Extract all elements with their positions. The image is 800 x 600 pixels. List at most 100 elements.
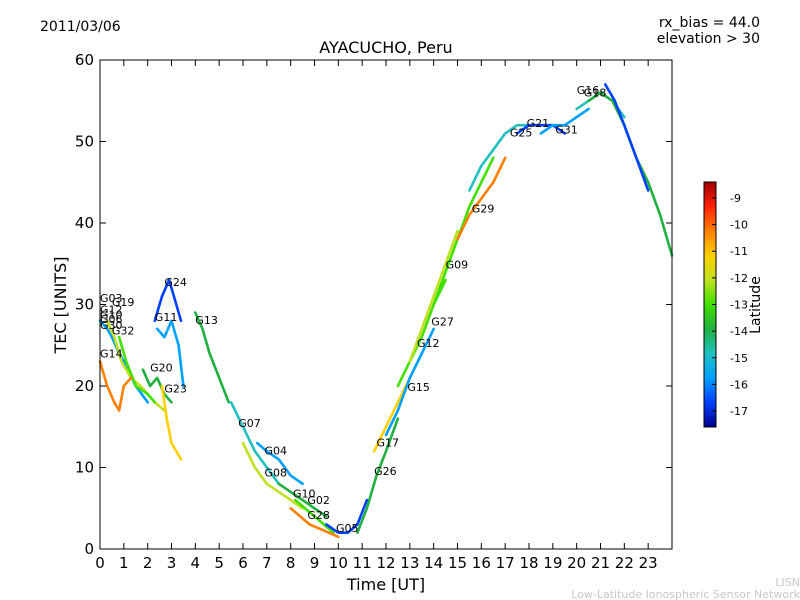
sat-label: G31 bbox=[555, 123, 578, 136]
series-G07 bbox=[229, 400, 281, 486]
series-line bbox=[603, 83, 650, 192]
series-G24 bbox=[153, 278, 183, 323]
series-line bbox=[432, 156, 495, 306]
y-tick-label: 30 bbox=[75, 296, 94, 314]
watermark-subtitle: Low-Latitude Ionospheric Sensor Network bbox=[571, 588, 800, 600]
series-line bbox=[356, 417, 400, 535]
sat-label: G24 bbox=[164, 276, 187, 289]
x-tick-label: 10 bbox=[329, 554, 348, 572]
sat-label: G14 bbox=[100, 348, 123, 361]
series-line bbox=[515, 123, 567, 135]
series-line bbox=[325, 498, 369, 535]
series-G23 bbox=[160, 384, 183, 461]
series-G28 bbox=[289, 506, 340, 539]
series-line bbox=[98, 360, 133, 412]
sat-label: G16 bbox=[577, 84, 600, 97]
series-G21 bbox=[515, 123, 567, 135]
y-tick-label: 10 bbox=[75, 459, 94, 477]
sat-label: G30 bbox=[100, 319, 123, 332]
colorbar-tick-label: -16 bbox=[730, 378, 748, 391]
series-G31 bbox=[539, 107, 590, 135]
sat-label: G23 bbox=[164, 383, 187, 396]
series-G26 bbox=[356, 417, 400, 535]
rx-bias-label: rx_bias = 44.0 bbox=[659, 15, 760, 31]
sat-label: G12 bbox=[100, 304, 123, 317]
sat-label: G26 bbox=[374, 465, 397, 478]
series-line bbox=[255, 441, 304, 486]
series-G04 bbox=[255, 441, 304, 486]
x-tick-label: 9 bbox=[310, 554, 320, 572]
x-axis: 0 1 2 3 4 5 6 7 8 9 10 11 12 13 14 15 16 17 18 19 20 21 22 23 bbox=[95, 60, 658, 572]
series-G13 bbox=[194, 311, 230, 404]
sat-label: G20 bbox=[150, 361, 173, 374]
series-line bbox=[155, 319, 185, 388]
colorbar-tick-label: -17 bbox=[730, 405, 748, 418]
colorbar-tick-label: -11 bbox=[730, 245, 748, 258]
series-G32 bbox=[117, 335, 157, 404]
series-line bbox=[456, 156, 507, 241]
x-tick-label: 22 bbox=[615, 554, 634, 572]
series-G20 bbox=[141, 368, 173, 404]
series-G29 bbox=[456, 156, 507, 241]
x-tick-label: 8 bbox=[286, 554, 296, 572]
colorbar-tick-label: -15 bbox=[730, 352, 748, 365]
x-tick-label: 12 bbox=[376, 554, 395, 572]
sat-label: G25 bbox=[510, 127, 533, 140]
data-layer bbox=[98, 83, 674, 539]
sat-label: G02 bbox=[307, 494, 330, 507]
series-G08 bbox=[241, 441, 304, 510]
sat-label: G09 bbox=[446, 259, 469, 272]
series-G17 bbox=[372, 376, 412, 453]
series-line bbox=[229, 400, 281, 486]
x-tick-label: 20 bbox=[567, 554, 586, 572]
series-line bbox=[194, 311, 230, 404]
series-line bbox=[117, 335, 157, 404]
x-tick-label: 15 bbox=[448, 554, 467, 572]
sat-label: G08 bbox=[265, 467, 288, 480]
y-tick-label: 0 bbox=[84, 540, 94, 558]
x-tick-label: 7 bbox=[262, 554, 272, 572]
x-tick-label: 21 bbox=[591, 554, 610, 572]
series-G15 bbox=[384, 327, 436, 437]
series-line bbox=[539, 107, 590, 135]
series-line bbox=[277, 482, 328, 518]
series-G09 bbox=[432, 156, 495, 306]
sat-label: G32 bbox=[112, 325, 135, 338]
series-G22 bbox=[603, 83, 650, 192]
colorbar-tick-label: -14 bbox=[730, 325, 748, 338]
x-tick-label: 23 bbox=[639, 554, 658, 572]
x-tick-label: 4 bbox=[191, 554, 201, 572]
x-tick-label: 11 bbox=[353, 554, 372, 572]
sat-label: G13 bbox=[195, 314, 218, 327]
sat-label: G12 bbox=[417, 337, 440, 350]
x-tick-label: 19 bbox=[543, 554, 562, 572]
series-line bbox=[160, 384, 183, 461]
y-tick-label: 20 bbox=[75, 377, 94, 395]
sat-label: G15 bbox=[407, 381, 430, 394]
sat-label: G05 bbox=[336, 522, 359, 535]
series-line bbox=[587, 91, 674, 257]
series-G10 bbox=[277, 482, 328, 518]
x-tick-label: 17 bbox=[496, 554, 515, 572]
y-tick-label: 40 bbox=[75, 214, 94, 232]
sat-label: G04 bbox=[265, 445, 288, 458]
colorbar-tick-label: -9 bbox=[730, 192, 741, 205]
sat-label: G11 bbox=[155, 311, 178, 324]
x-tick-label: 18 bbox=[519, 554, 538, 572]
y-axis: 0 10 20 30 40 50 60 bbox=[75, 51, 672, 558]
series-line bbox=[408, 229, 459, 363]
series-line bbox=[153, 278, 183, 323]
sat-label: G29 bbox=[472, 202, 495, 215]
x-tick-label: 3 bbox=[167, 554, 177, 572]
sat-label: G19 bbox=[112, 296, 135, 309]
sat-label: G10 bbox=[100, 308, 123, 321]
x-tick-label: 13 bbox=[400, 554, 419, 572]
series-G11 bbox=[155, 319, 185, 388]
sat-label: G17 bbox=[377, 436, 400, 449]
series-line bbox=[468, 123, 531, 192]
series-line bbox=[396, 278, 447, 388]
x-axis-label: Time [UT] bbox=[346, 575, 425, 594]
colorbar-tick-label: -13 bbox=[730, 299, 748, 312]
y-axis-label: TEC [UNITS] bbox=[51, 257, 70, 355]
